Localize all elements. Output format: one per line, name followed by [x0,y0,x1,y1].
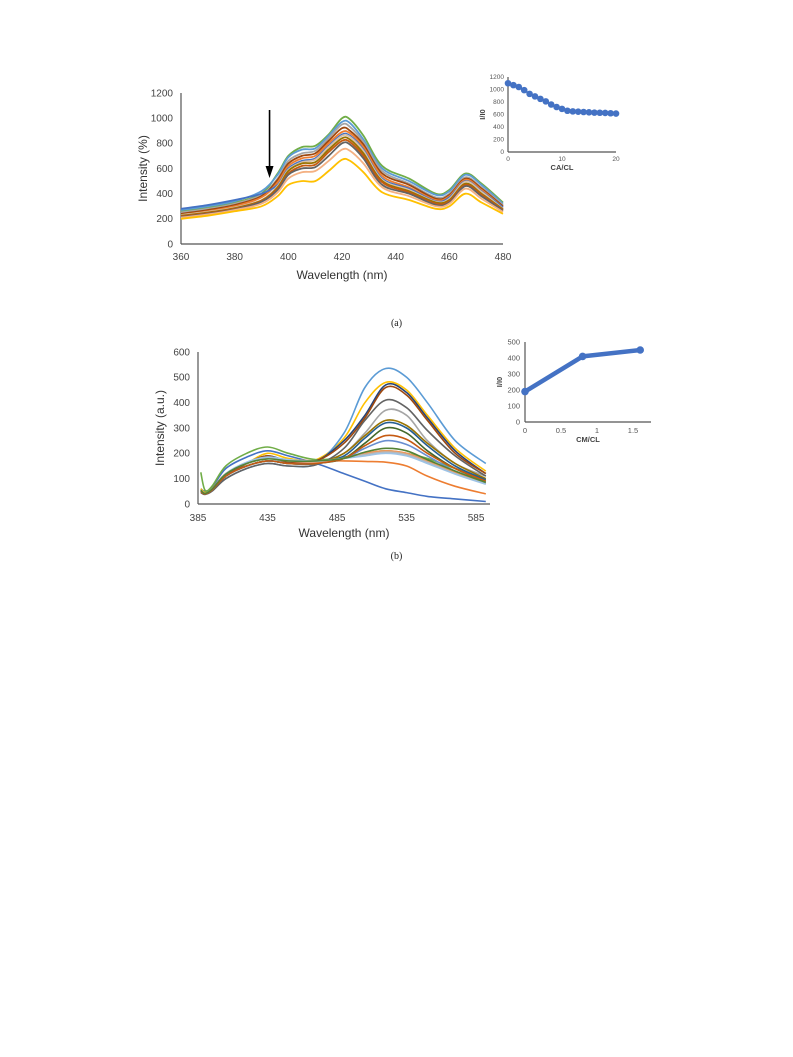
chart-a-x-axis-title: Wavelength (nm) [297,268,388,282]
chart-a-inset-point [531,93,539,100]
chart-b-inset-y-tick-label: 200 [507,386,520,395]
chart-b-inset-y-tick-label: 300 [507,370,520,379]
chart-b-x-tick-label: 535 [398,513,415,524]
chart-a-inset-point [553,103,560,111]
chart-a-series-line-6 [180,132,504,210]
chart-a-inset-point [537,95,544,103]
chart-b-inset-y-axis-title: I/I0 [495,377,504,387]
chart-a-inset-point [515,83,523,91]
chart-a-y-axis-title: Intensity (%) [136,135,150,202]
chart-a-inset-y-tick-label: 200 [493,137,504,144]
chart-b-y-tick-label: 100 [173,474,190,485]
chart-a-x-tick-label: 420 [334,252,351,263]
chart-a-series-line-3 [180,122,504,214]
chart-a-inset-x-tick-label: 0 [506,156,510,163]
panel-label-a: (a) [390,318,403,329]
chart-a-inset-point [607,109,614,117]
chart-b-inset-point [521,387,529,396]
chart-b-inset-y-tick-label: 500 [507,338,520,347]
chart-a-y-tick-label: 400 [156,189,173,200]
chart-b-y-tick-label: 0 [184,499,190,510]
chart-b-inset-x-tick-label: 0.5 [556,426,566,435]
chart-a-inset-point [558,105,566,113]
chart-a-inset-point [564,107,571,115]
chart-b-y-tick-label: 600 [173,347,190,358]
chart-b-inset-point [636,346,644,354]
chart-b-inset-y-tick-label: 100 [507,402,520,411]
chart-a-inset-point [601,109,609,117]
chart-b-y-tick-label: 300 [173,423,190,434]
chart-a-inset-x-tick-label: 10 [558,156,566,163]
chart-b-inset-y-tick-label: 0 [516,418,520,427]
chart-b-y-axis-title: Intensity (a.u.) [153,390,167,466]
chart-a-inset-point [510,81,517,89]
chart-a-x-tick-label: 460 [441,252,458,263]
chart-b-y-tick-label: 400 [173,398,190,409]
chart-a-series-line-10 [180,141,504,218]
chart-a-y-tick-label: 1000 [151,114,174,125]
chart-b-inset-x-tick-label: 0 [523,426,527,435]
chart-a-inset-x-axis-title: CA/CL [551,163,574,172]
chart-b-x-axis-title: Wavelength (nm) [299,526,390,540]
chart-b-y-tick-label: 500 [173,373,190,384]
chart-b-x-tick-label: 385 [190,513,207,524]
chart-a-inset-point [542,98,550,105]
chart-a-inset-y-tick-label: 1200 [490,74,505,81]
chart-a-x-tick-label: 380 [226,252,243,263]
chart-b-series-line-18 [200,447,487,495]
chart-a-y-tick-label: 600 [156,164,173,175]
chart-a-inset-point [591,109,598,116]
chart-a-y-tick-label: 0 [167,239,173,250]
chart-a-inset-point [585,109,593,116]
chart-a-y-tick-label: 200 [156,214,173,225]
chart-b-series-line-9 [200,398,487,496]
chart-a-series-line-4 [180,126,504,215]
chart-a-inset-y-tick-label: 0 [500,149,504,156]
chart-a-inset-point [612,110,620,117]
chart-b-inset-x-tick-label: 1 [595,426,599,435]
chart-a-inset-point [547,101,555,108]
chart-b-x-tick-label: 435 [259,513,276,524]
chart-a-inset-point [580,108,587,116]
chart-a-inset-y-tick-label: 600 [493,112,504,119]
chart-a-series-line-2 [180,119,504,211]
chart-b-series-line-3 [200,408,487,495]
chart-b-series-line-5 [200,367,487,495]
chart-a-x-tick-label: 480 [495,252,512,263]
chart-a-x-tick-label: 360 [173,252,190,263]
chart-a-inset-point [574,108,582,115]
chart-b-inset-y-tick-label: 400 [507,354,520,363]
chart-a-arrow-head [265,166,274,178]
chart-a-series-line-5 [180,130,504,216]
chart-a-inset-point [596,109,604,117]
chart-b-inset-x-tick-label: 1.5 [628,426,638,435]
chart-b-x-tick-label: 585 [468,513,485,524]
chart-a-y-tick-label: 800 [156,139,173,150]
chart-a-series-line-11 [180,147,504,219]
chart-a-x-tick-label: 440 [387,252,404,263]
chart-a-inset-y-tick-label: 1000 [490,87,505,94]
chart-a-y-tick-label: 1200 [151,88,174,99]
chart-a-x-tick-label: 400 [280,252,297,263]
chart-a-inset-y-axis-title: I/I0 [478,109,487,119]
chart-a-inset-y-tick-label: 800 [493,99,504,106]
chart-a-inset-x-tick-label: 20 [612,156,620,163]
chart-a-inset-point [569,108,577,115]
chart-b-x-tick-label: 485 [329,513,346,524]
chart-a-inset-point [526,90,533,98]
chart-a-inset-y-tick-label: 400 [493,124,504,131]
chart-b-y-tick-label: 200 [173,449,190,460]
chart-a-inset-point [504,79,512,87]
chart-b-inset-point [578,352,587,361]
chart-a-series-line-12 [180,157,504,220]
panel-label-b: (b) [390,551,403,562]
chart-a-inset-point [520,86,528,94]
chart-b-inset-x-axis-title: CM/CL [576,435,600,444]
